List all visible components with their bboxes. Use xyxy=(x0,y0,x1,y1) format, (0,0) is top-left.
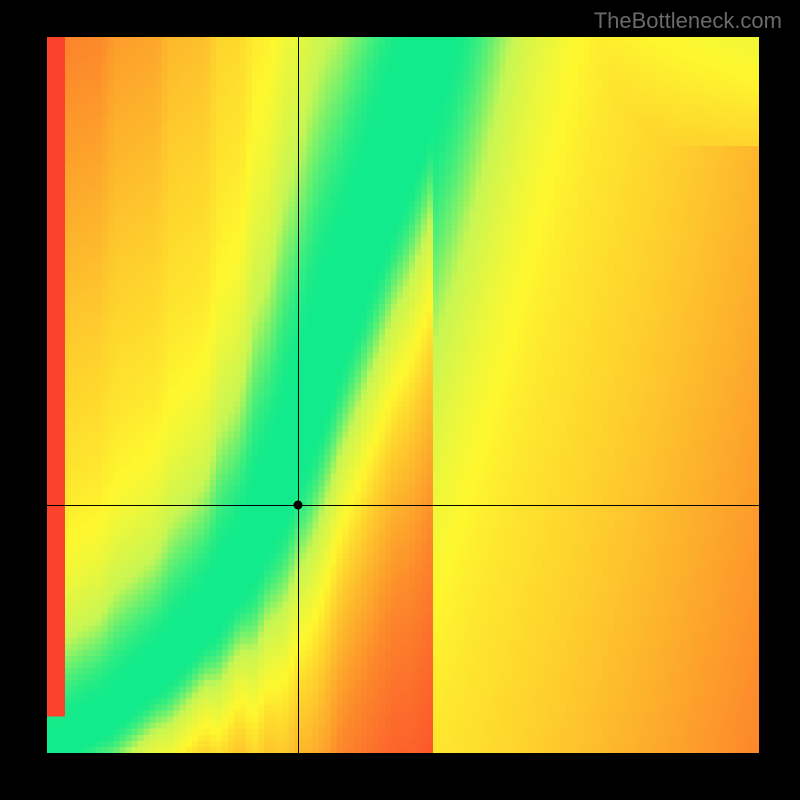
heatmap-canvas xyxy=(47,37,759,753)
crosshair-horizontal xyxy=(47,505,759,506)
watermark-text: TheBottleneck.com xyxy=(594,8,782,34)
crosshair-vertical xyxy=(298,37,299,753)
marker-dot xyxy=(294,500,303,509)
heatmap-plot-area xyxy=(47,37,759,753)
